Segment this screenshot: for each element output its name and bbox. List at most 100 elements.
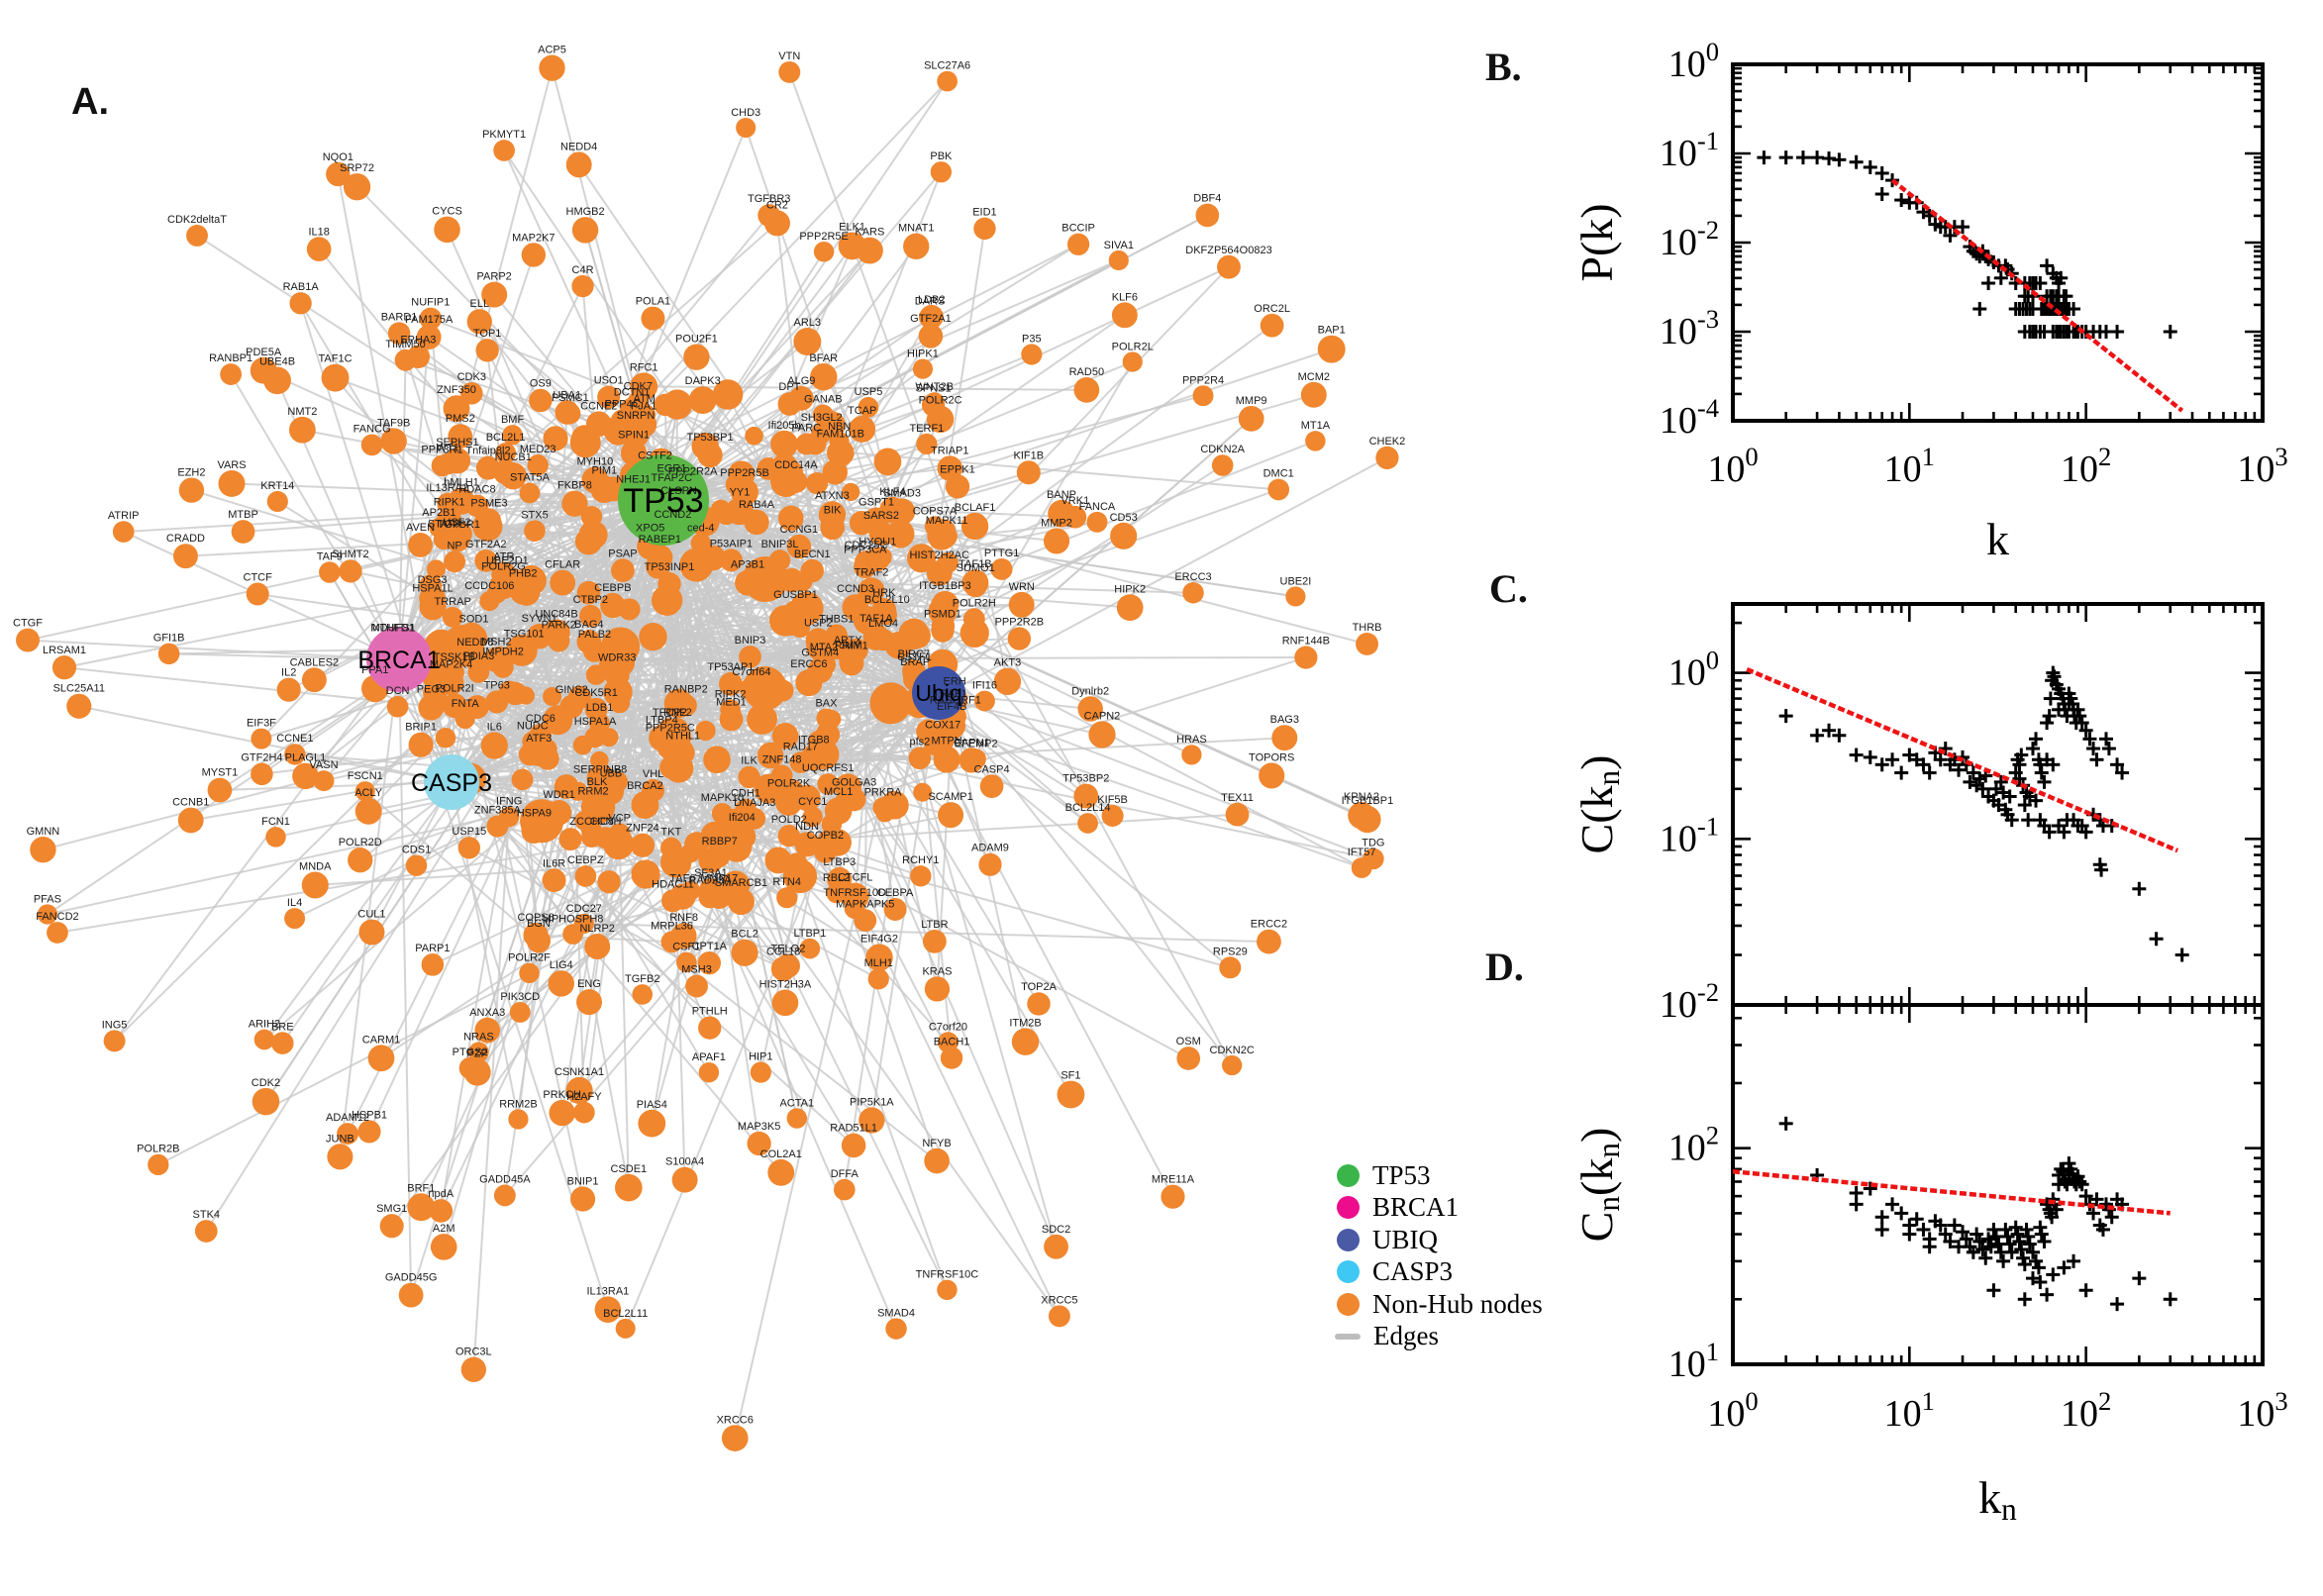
svg-text:STAT5A: STAT5A (510, 472, 551, 484)
hub-label-tp53: TP53 (623, 482, 703, 520)
gene-node (521, 818, 548, 845)
svg-text:MAPK10: MAPK10 (701, 792, 744, 804)
gene-node (493, 140, 515, 161)
svg-text:DAPK3: DAPK3 (685, 375, 721, 387)
svg-text:PPP2R5C: PPP2R5C (646, 723, 695, 735)
gene-node (721, 1425, 749, 1451)
gene-node (498, 806, 520, 828)
legend-item-edges: Edges (1327, 1321, 1439, 1351)
svg-text:USP2: USP2 (804, 617, 833, 629)
gene-node (524, 520, 546, 542)
svg-text:FANCD2: FANCD2 (36, 911, 78, 923)
gene-node (842, 594, 869, 622)
svg-text:USF2: USF2 (443, 517, 470, 529)
svg-text:RBL2: RBL2 (823, 872, 851, 884)
gene-node (660, 931, 683, 953)
svg-text:PPP4C: PPP4C (605, 398, 641, 410)
svg-text:NBN: NBN (828, 421, 851, 433)
svg-text:NTHL1: NTHL1 (665, 730, 700, 742)
svg-text:AP2B1: AP2B1 (422, 507, 455, 519)
gene-node (774, 788, 803, 816)
gene-node (638, 1109, 666, 1138)
gene-node (569, 1186, 596, 1212)
gene-node (711, 803, 734, 825)
gene-node (706, 883, 733, 909)
hub-nodes-layer (366, 454, 965, 810)
gene-node (354, 781, 375, 802)
gene-node (698, 1016, 722, 1040)
svg-text:PTGS2: PTGS2 (453, 1047, 488, 1058)
gene-node (348, 848, 373, 873)
svg-text:SEPHS1: SEPHS1 (436, 437, 478, 449)
svg-text:PSAP: PSAP (608, 548, 637, 559)
svg-text:APTX: APTX (834, 635, 862, 647)
svg-text:NDN: NDN (795, 821, 819, 833)
svg-text:Dynlrb2: Dynlrb2 (1071, 685, 1109, 697)
svg-text:PARC: PARC (791, 423, 821, 435)
gene-node (793, 328, 822, 356)
svg-text:CSTF1: CSTF1 (897, 651, 932, 663)
svg-text:C7orf64: C7orf64 (732, 666, 770, 678)
svg-text:CR2: CR2 (766, 199, 788, 211)
svg-text:RAD23A: RAD23A (688, 875, 731, 887)
gene-node (1238, 405, 1264, 432)
gene-node (931, 730, 955, 752)
gene-node (103, 1030, 126, 1052)
svg-text:LDB1: LDB1 (586, 702, 614, 714)
svg-text:LIG4: LIG4 (550, 959, 573, 971)
svg-text:ELK1: ELK1 (839, 221, 865, 233)
svg-text:MT1A: MT1A (1301, 420, 1331, 432)
svg-text:10-1: 10-1 (1660, 126, 1719, 174)
gene-node (688, 386, 717, 415)
svg-text:EIF4G2: EIF4G2 (860, 933, 898, 945)
svg-text:SRP72: SRP72 (340, 162, 374, 174)
gene-node (1008, 591, 1035, 618)
gene-node (1259, 762, 1285, 789)
svg-text:DNAJA3: DNAJA3 (734, 797, 775, 809)
gene-node (448, 424, 473, 449)
gene-node (731, 478, 758, 506)
gene-node (284, 744, 306, 765)
gene-node (380, 428, 407, 454)
svg-text:RRM2: RRM2 (577, 786, 608, 798)
svg-text:TCAP: TCAP (848, 405, 876, 417)
svg-text:HIST2H3A: HIST2H3A (759, 979, 812, 991)
svg-text:MYST1: MYST1 (202, 767, 239, 779)
svg-text:XRCC6: XRCC6 (717, 1414, 754, 1426)
svg-text:ITM2B: ITM2B (1009, 1017, 1041, 1029)
svg-text:ITGB8: ITGB8 (798, 734, 830, 746)
legend-label: Edges (1373, 1321, 1439, 1350)
gene-node (492, 656, 514, 678)
svg-text:NQO1: NQO1 (323, 151, 354, 163)
svg-text:KRAS: KRAS (922, 965, 952, 977)
svg-text:GOLGA3: GOLGA3 (832, 777, 876, 789)
svg-text:PIM1: PIM1 (591, 464, 617, 476)
gene-node (313, 770, 335, 792)
svg-text:ced-4: ced-4 (687, 522, 715, 534)
svg-text:IL13RA1: IL13RA1 (586, 1285, 629, 1297)
svg-text:UBB: UBB (600, 767, 623, 779)
gene-node (288, 416, 316, 444)
svg-text:PPP2R5B: PPP2R5B (720, 467, 769, 479)
svg-text:ATF3: ATF3 (526, 733, 552, 745)
hub-node-brca1 (366, 627, 432, 692)
svg-text:MAPKAPK5: MAPKAPK5 (836, 898, 894, 910)
svg-text:STAT3: STAT3 (428, 519, 460, 531)
gene-node (339, 559, 362, 583)
svg-text:VASN: VASN (309, 759, 338, 771)
svg-text:Ifi205b: Ifi205b (768, 420, 801, 432)
svg-text:WDR1: WDR1 (543, 789, 574, 801)
svg-text:KLF4: KLF4 (879, 486, 905, 498)
gene-node (429, 1199, 454, 1223)
svg-text:CTGF: CTGF (13, 618, 43, 630)
svg-text:npdA: npdA (428, 1188, 454, 1200)
svg-text:EID1: EID1 (972, 207, 996, 219)
gene-node (112, 521, 135, 543)
svg-text:USP5: USP5 (855, 386, 883, 398)
svg-text:GINS2: GINS2 (556, 684, 588, 696)
gene-node (735, 569, 760, 596)
gene-node (468, 1042, 489, 1063)
svg-text:IFI16: IFI16 (972, 680, 997, 692)
legend-dot-swatch (1337, 1163, 1360, 1187)
gene-node (1057, 1080, 1085, 1109)
